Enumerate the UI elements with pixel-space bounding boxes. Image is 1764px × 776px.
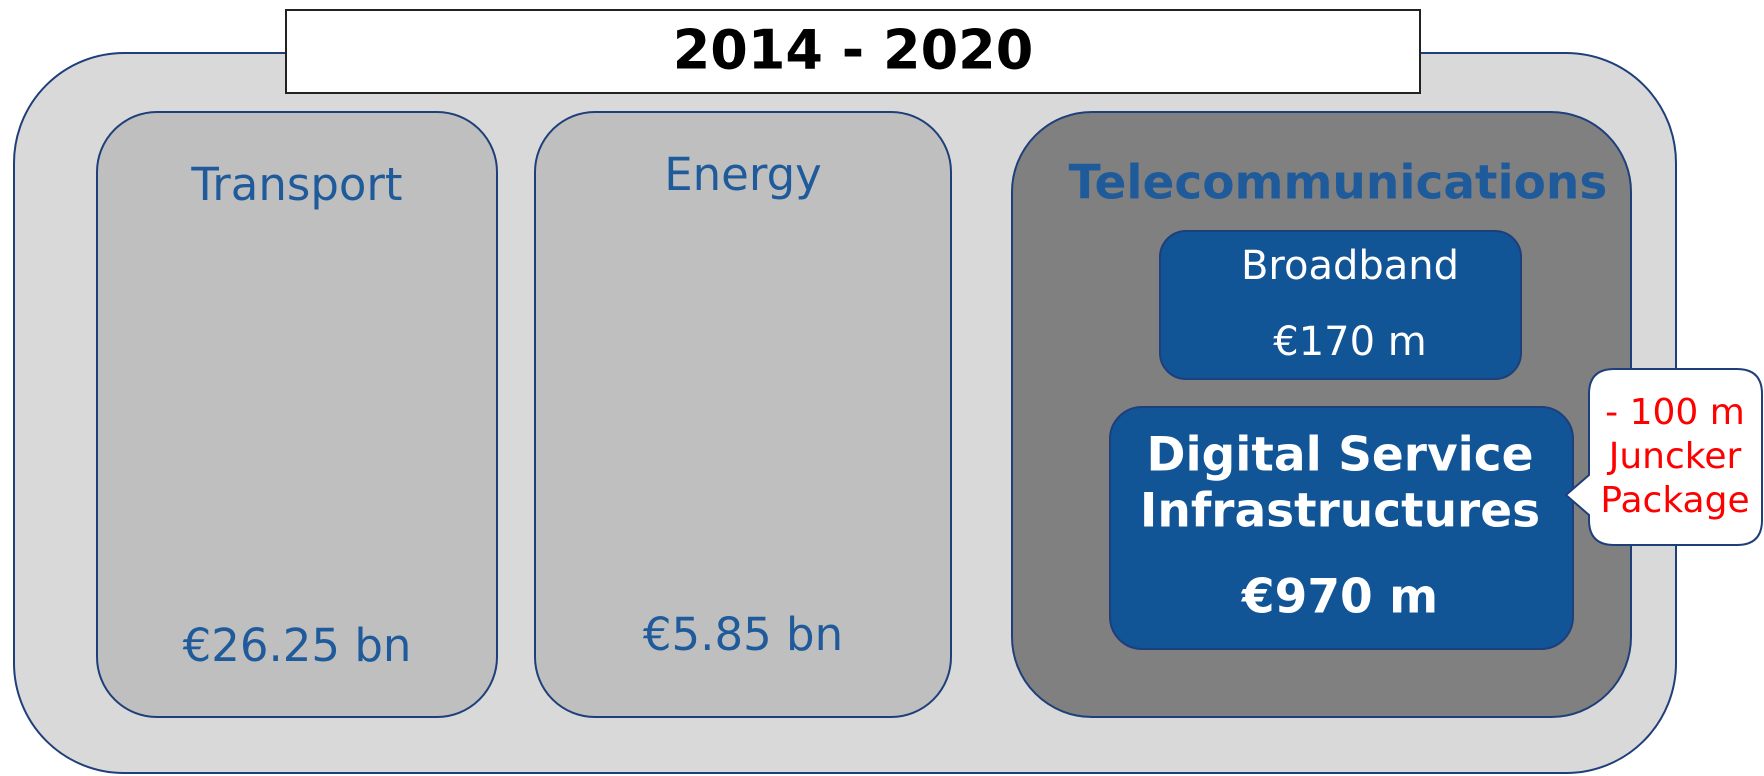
part-amount: €170 m [1273, 319, 1426, 365]
part-amount: €970 m [1241, 570, 1438, 625]
part-label: Broadband [1241, 243, 1459, 289]
sector-amount: €5.85 bn [643, 608, 843, 661]
part-label: Digital Service [1147, 428, 1534, 483]
energy-box [534, 111, 952, 718]
sector-label: Telecommunications [1069, 156, 1608, 211]
transport-box [96, 111, 498, 718]
sector-label: Energy [664, 148, 822, 201]
title-box [285, 9, 1421, 94]
callout-line: Juncker [1607, 436, 1742, 477]
callout-line: - 100 m [1605, 392, 1745, 433]
sector-amount: €26.25 bn [183, 619, 412, 672]
part-label: Infrastructures [1140, 484, 1540, 539]
callout [1564, 368, 1763, 546]
broadband-box [1159, 230, 1522, 380]
title: 2014 - 2020 [673, 19, 1034, 82]
sector-label: Transport [190, 158, 402, 211]
callout-line: Package [1600, 480, 1749, 521]
dsi-box [1109, 406, 1574, 650]
